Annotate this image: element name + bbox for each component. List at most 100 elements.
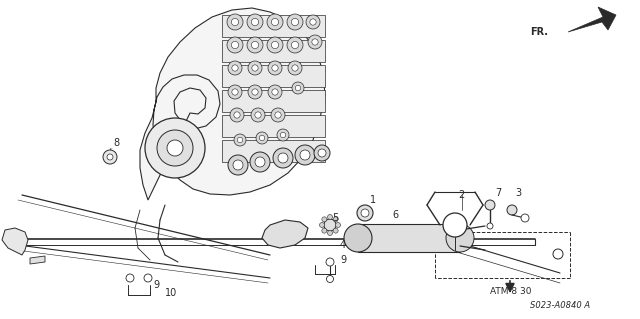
Text: 5: 5 [332,213,339,223]
Polygon shape [262,220,308,248]
Circle shape [295,85,301,91]
Circle shape [271,19,278,26]
Circle shape [252,41,259,48]
Circle shape [288,61,302,75]
Circle shape [300,150,310,160]
Circle shape [322,228,327,233]
Circle shape [272,65,278,71]
Circle shape [227,14,243,30]
Circle shape [145,118,205,178]
Circle shape [291,19,299,26]
Circle shape [357,205,373,221]
Circle shape [228,155,248,175]
Circle shape [228,85,242,99]
Polygon shape [222,40,325,62]
Text: 1: 1 [370,195,376,205]
Polygon shape [222,90,325,112]
Circle shape [157,130,193,166]
Circle shape [322,217,327,222]
Circle shape [308,35,322,49]
Polygon shape [2,228,28,255]
Text: 7: 7 [495,188,501,198]
Circle shape [310,19,316,25]
Polygon shape [222,140,325,162]
Text: 9: 9 [153,280,159,290]
Circle shape [277,129,289,141]
Polygon shape [140,8,325,200]
Circle shape [278,153,288,163]
Circle shape [232,41,239,48]
Polygon shape [568,7,616,32]
Circle shape [107,154,113,160]
Text: S023-A0840 A: S023-A0840 A [530,301,590,310]
Circle shape [267,37,283,53]
Circle shape [273,148,293,168]
Polygon shape [358,224,460,252]
Circle shape [324,219,336,231]
Circle shape [256,132,268,144]
Text: 9: 9 [340,255,346,265]
Circle shape [234,134,246,146]
Circle shape [328,214,333,219]
Circle shape [326,258,334,266]
Circle shape [232,65,238,71]
Circle shape [268,85,282,99]
Circle shape [306,15,320,29]
Circle shape [333,228,338,233]
Circle shape [319,222,324,227]
Circle shape [328,231,333,235]
Circle shape [361,209,369,217]
Circle shape [252,65,258,71]
Circle shape [267,14,283,30]
Circle shape [335,222,340,227]
Circle shape [521,214,529,222]
Circle shape [487,223,493,229]
Circle shape [292,82,304,94]
Circle shape [295,145,315,165]
Text: FR.: FR. [530,27,548,37]
Circle shape [333,217,338,222]
Circle shape [291,41,299,48]
Text: 8: 8 [113,138,119,148]
Circle shape [287,14,303,30]
Circle shape [255,157,265,167]
Circle shape [228,61,242,75]
Text: 6: 6 [392,210,398,220]
Circle shape [255,112,261,118]
Polygon shape [222,65,325,87]
Circle shape [233,160,243,170]
Circle shape [275,112,281,118]
Circle shape [247,37,263,53]
Circle shape [268,61,282,75]
Circle shape [553,249,563,259]
Circle shape [232,89,238,95]
Circle shape [287,37,303,53]
Circle shape [314,145,330,161]
Polygon shape [222,15,325,37]
Circle shape [250,152,270,172]
Circle shape [232,19,239,26]
Text: 4: 4 [340,240,346,250]
Circle shape [271,108,285,122]
Circle shape [247,14,263,30]
Circle shape [103,150,117,164]
Circle shape [252,19,259,26]
Circle shape [144,274,152,282]
Text: 10: 10 [165,288,177,298]
Polygon shape [30,256,45,264]
Circle shape [248,61,262,75]
Circle shape [485,200,495,210]
Circle shape [227,37,243,53]
Text: 2: 2 [458,190,464,200]
Circle shape [446,224,474,252]
Text: 3: 3 [515,188,521,198]
Text: ATM 8 30: ATM 8 30 [490,287,531,296]
Circle shape [443,213,467,237]
Circle shape [272,89,278,95]
Polygon shape [222,115,325,137]
Circle shape [234,112,240,118]
Circle shape [126,274,134,282]
Circle shape [271,41,278,48]
Circle shape [230,108,244,122]
Circle shape [312,39,318,45]
